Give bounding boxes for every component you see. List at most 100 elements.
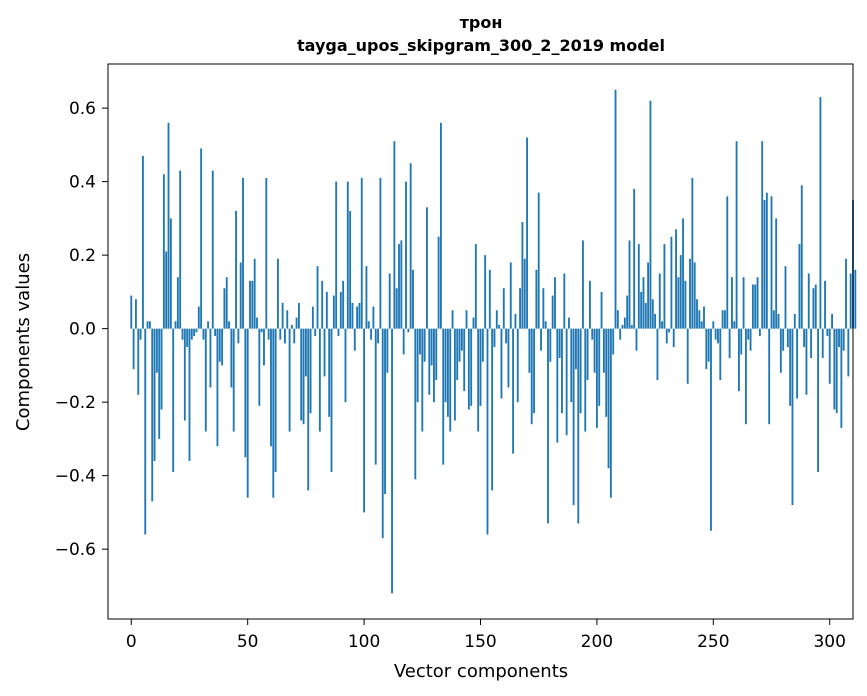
bar — [439, 122, 442, 329]
bar — [698, 310, 701, 329]
bar — [831, 313, 833, 329]
bar — [537, 192, 540, 329]
bar — [623, 317, 626, 329]
bar — [172, 328, 175, 472]
bar — [735, 141, 738, 329]
bar — [477, 328, 480, 432]
bar — [572, 328, 575, 506]
bar — [810, 328, 813, 359]
bar — [309, 328, 312, 414]
bar — [176, 277, 179, 329]
bar — [246, 328, 249, 498]
bar — [651, 299, 654, 329]
bar — [765, 192, 768, 329]
bar — [444, 328, 447, 403]
bar — [526, 137, 528, 329]
bar — [281, 302, 284, 329]
bar — [689, 258, 691, 329]
bar — [323, 328, 326, 377]
bar — [451, 310, 454, 329]
bar — [263, 328, 265, 366]
bar — [751, 284, 754, 329]
bar — [821, 328, 824, 359]
bar — [414, 328, 417, 480]
bar — [398, 244, 400, 329]
bar — [223, 288, 226, 329]
y-tick-label: −0.6 — [55, 540, 96, 560]
bar — [256, 317, 258, 329]
bar — [551, 295, 554, 329]
bar — [446, 328, 449, 417]
bar — [719, 328, 722, 381]
bar — [325, 291, 328, 329]
bar — [211, 170, 214, 329]
bar — [693, 262, 696, 329]
x-tick-label: 50 — [237, 632, 259, 652]
bar — [854, 269, 857, 329]
bar — [805, 328, 808, 395]
bar — [465, 310, 468, 329]
bar — [549, 328, 552, 362]
bar — [356, 306, 359, 329]
bar — [463, 328, 466, 392]
bar — [344, 328, 347, 403]
bar — [507, 328, 510, 388]
bar — [649, 100, 652, 329]
bar — [756, 277, 759, 329]
bar — [330, 328, 333, 472]
bar — [358, 302, 361, 329]
bar — [132, 328, 135, 370]
bar — [626, 295, 629, 329]
bar — [691, 177, 694, 329]
bar — [833, 328, 836, 410]
bar — [472, 317, 475, 329]
bar — [793, 313, 796, 329]
bar — [467, 328, 470, 410]
bar — [433, 328, 435, 403]
bar — [449, 328, 452, 432]
bar — [137, 328, 140, 395]
bar — [416, 328, 419, 403]
bar — [642, 277, 645, 329]
bar — [733, 321, 736, 329]
bar — [835, 328, 838, 414]
bar — [297, 302, 300, 329]
bar — [377, 328, 379, 344]
bar — [528, 328, 531, 373]
bar — [249, 280, 251, 329]
bar — [160, 328, 163, 410]
bar — [668, 328, 671, 333]
y-tick-label: 0.2 — [69, 246, 96, 266]
bar — [400, 240, 403, 329]
bar — [700, 321, 703, 329]
bar — [372, 306, 375, 329]
bar — [274, 328, 277, 472]
bar — [614, 89, 617, 329]
bar — [304, 328, 307, 377]
bar — [321, 280, 324, 329]
bar — [575, 328, 577, 370]
bar — [647, 262, 650, 329]
bar — [193, 328, 196, 336]
bar — [584, 328, 587, 432]
bar — [838, 328, 840, 348]
bar — [737, 328, 740, 392]
bar — [605, 328, 608, 417]
bar — [516, 328, 519, 403]
bar — [332, 295, 335, 329]
bar — [267, 328, 270, 340]
bar — [225, 277, 228, 329]
bar — [169, 218, 172, 329]
bar — [174, 321, 177, 329]
bar — [712, 321, 715, 329]
chart-title: трон — [460, 13, 503, 32]
bar — [197, 306, 200, 329]
bar — [300, 328, 303, 421]
bar — [391, 328, 393, 594]
bar — [849, 273, 852, 329]
bar — [221, 328, 224, 366]
bar — [386, 328, 389, 373]
bar — [619, 328, 622, 340]
bar — [395, 288, 398, 329]
bar — [460, 328, 463, 351]
